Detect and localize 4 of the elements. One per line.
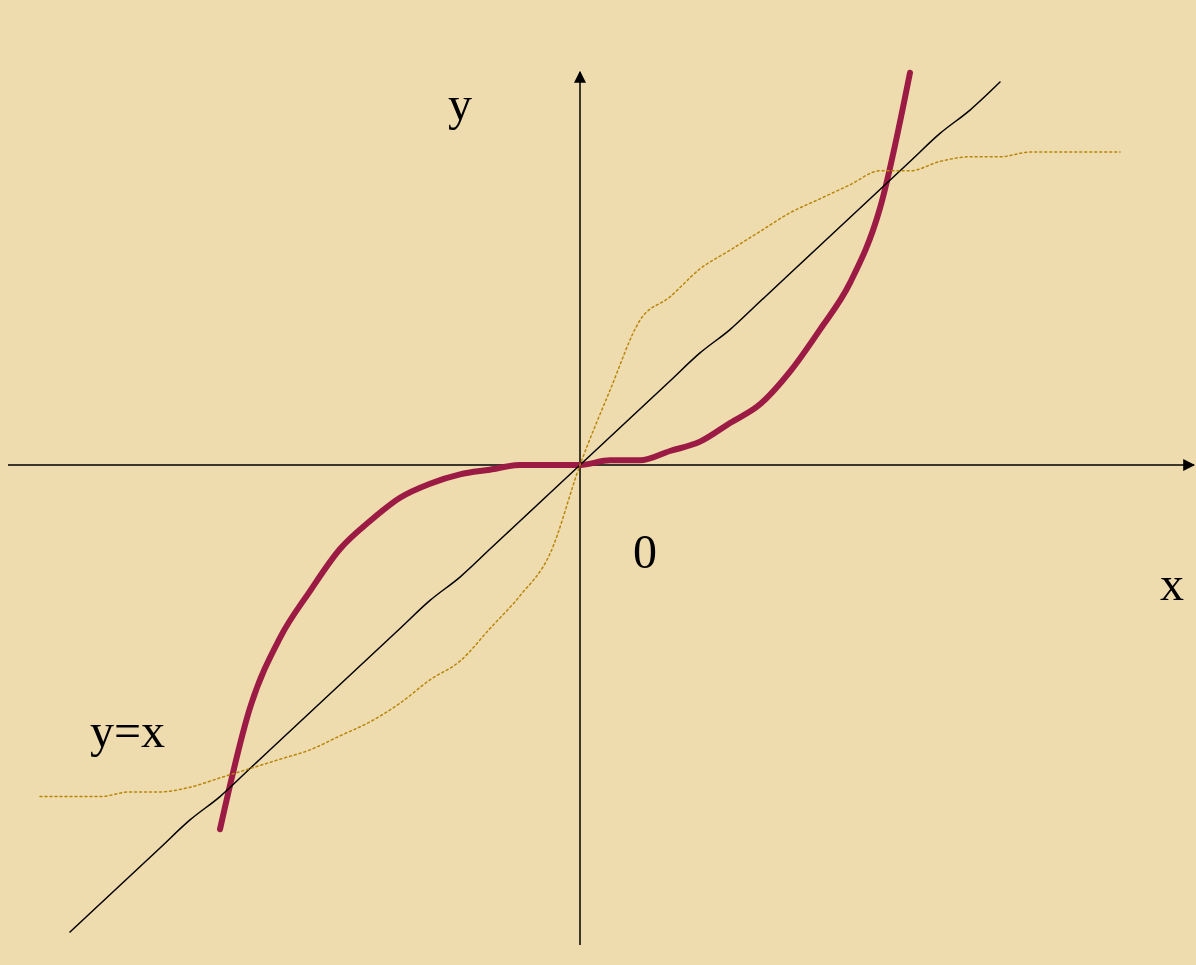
y-axis-title: y bbox=[448, 77, 472, 130]
series-label: y=x bbox=[90, 704, 166, 757]
x-axis-title: x bbox=[1160, 557, 1184, 610]
annotation: 0 bbox=[633, 525, 657, 578]
